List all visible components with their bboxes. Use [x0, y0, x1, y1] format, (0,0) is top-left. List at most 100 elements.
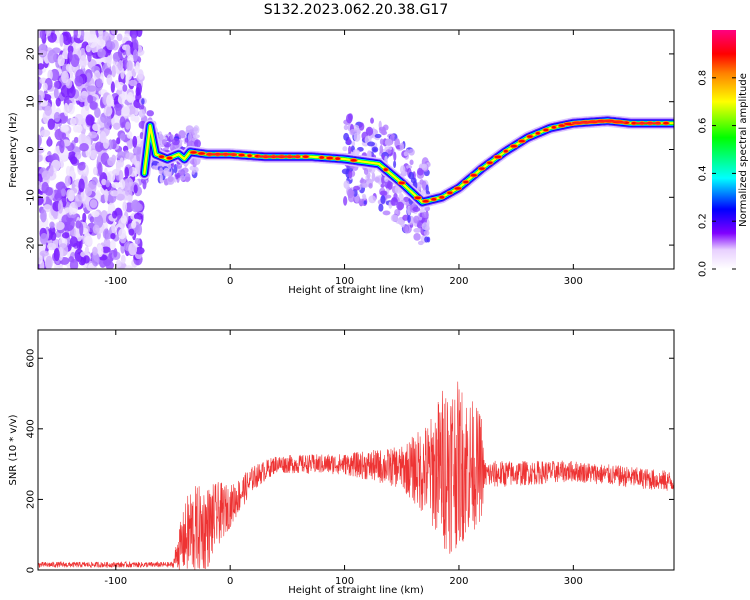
- spectral-ridge: [138, 97, 674, 246]
- ridge-halo-blob: [349, 129, 357, 136]
- noise-blob: [115, 193, 125, 201]
- noise-blob: [69, 236, 78, 248]
- ridge-core: [551, 125, 556, 129]
- ridge-core: [247, 154, 252, 157]
- ridge-core: [503, 149, 508, 153]
- noise-blob: [111, 30, 116, 35]
- noise-blob: [82, 255, 90, 264]
- ridge-core: [326, 156, 334, 160]
- ridge-core: [422, 199, 429, 203]
- ridge-halo-blob: [342, 146, 348, 152]
- noise-blob: [119, 132, 126, 141]
- ridge-halo-blob: [417, 167, 424, 176]
- noise-blob: [126, 60, 133, 72]
- noise-blob: [38, 195, 44, 206]
- noise-blob: [118, 228, 127, 240]
- noise-blob: [40, 209, 47, 223]
- ridge-halo-blob: [390, 197, 398, 206]
- noise-blob: [113, 103, 124, 116]
- ridge-halo-blob: [159, 133, 164, 142]
- ridge-core: [454, 187, 462, 190]
- noise-blob: [92, 246, 98, 256]
- noise-blob: [57, 54, 65, 67]
- noise-blob: [61, 232, 70, 239]
- noise-blob: [116, 137, 121, 145]
- noise-blob: [119, 178, 126, 190]
- noise-blob: [134, 65, 140, 74]
- noise-blob: [124, 166, 130, 179]
- noise-blob: [74, 75, 84, 87]
- ridge-core: [431, 197, 437, 201]
- noise-blob: [53, 87, 59, 99]
- ridge-halo-blob: [365, 126, 374, 136]
- noise-blob: [68, 189, 76, 202]
- noise-blob: [53, 80, 60, 89]
- ridge-halo-blob: [345, 113, 353, 124]
- ridge-core: [510, 144, 518, 148]
- ridge-halo-blob: [421, 222, 430, 231]
- noise-blob: [84, 246, 90, 254]
- ridge-halo-blob: [396, 201, 405, 211]
- ridge-core: [335, 157, 341, 160]
- noise-blob: [78, 133, 88, 146]
- noise-blob: [92, 224, 100, 234]
- noise-blob: [53, 248, 60, 262]
- noise-blob: [126, 194, 133, 203]
- ridge-core: [350, 159, 357, 162]
- ridge-core: [543, 128, 549, 132]
- ridge-halo-blob: [175, 174, 179, 180]
- noise-blob: [104, 188, 109, 203]
- ridge-core: [383, 168, 388, 171]
- y-axis-label-top: Frequency (Hz): [8, 112, 19, 188]
- y-bottom-tick-label: 600: [26, 349, 37, 368]
- noise-blob: [74, 113, 84, 126]
- noise-blob: [117, 60, 124, 71]
- ridge-halo-blob: [368, 195, 377, 204]
- colorbar-tick-label: 0.8: [698, 70, 709, 86]
- x-top-tick-label: 100: [335, 276, 354, 287]
- ridge-halo-blob: [421, 211, 429, 219]
- ridge-halo-blob: [405, 148, 410, 155]
- ridge-core: [159, 155, 165, 158]
- ridge-halo-blob: [382, 210, 391, 216]
- colorbar-tick-label: 0.0: [698, 261, 709, 277]
- noise-blob: [111, 64, 117, 78]
- ridge-halo-blob: [359, 182, 368, 188]
- ridge-core: [494, 155, 502, 159]
- noise-blob: [125, 152, 135, 160]
- ridge-core: [470, 174, 477, 177]
- noise-blob: [96, 244, 104, 258]
- ridge-halo-blob: [363, 167, 369, 175]
- ridge-halo-blob: [166, 175, 175, 185]
- ridge-halo-blob: [399, 165, 406, 174]
- noise-blob: [47, 118, 55, 130]
- ridge-core: [190, 151, 197, 154]
- ridge-core: [663, 121, 669, 125]
- noise-blob: [117, 150, 126, 160]
- ridge-core: [439, 196, 445, 199]
- noise-blob: [74, 151, 82, 160]
- noise-blob: [126, 131, 133, 139]
- ridge-halo-blob: [179, 174, 186, 181]
- ridge-halo-blob: [371, 172, 376, 182]
- ridge-core: [447, 191, 453, 195]
- ridge-halo-blob: [371, 146, 379, 153]
- noise-blob: [92, 166, 98, 176]
- noise-blob: [45, 255, 53, 269]
- noise-blob: [132, 135, 138, 148]
- noise-blob: [38, 135, 41, 149]
- ridge-halo-blob: [358, 198, 366, 206]
- ridge-halo-blob: [159, 173, 163, 184]
- x-bottom-tick-label: -100: [104, 576, 127, 587]
- ridge-halo-blob: [368, 182, 373, 189]
- x-ticks-bottom: -100 0 100 200 300: [104, 330, 583, 587]
- noise-blob: [115, 259, 122, 268]
- noise-blob: [79, 143, 89, 152]
- noise-blob: [38, 253, 43, 265]
- x-top-tick-label: 200: [449, 276, 468, 287]
- x-ticks-top: -100 0 100 200 300: [104, 30, 583, 287]
- snr-frame: [37, 329, 675, 571]
- ridge-halo-blob: [417, 240, 424, 246]
- noise-blob: [92, 123, 101, 132]
- noise-blob: [106, 55, 112, 68]
